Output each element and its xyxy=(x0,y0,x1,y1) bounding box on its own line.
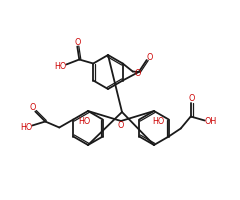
Text: O: O xyxy=(189,94,195,103)
Text: O: O xyxy=(74,38,80,47)
Text: O: O xyxy=(147,52,153,62)
Text: O: O xyxy=(118,121,124,130)
Text: HO: HO xyxy=(78,116,90,126)
Text: HO: HO xyxy=(20,123,32,132)
Text: O: O xyxy=(135,69,141,78)
Text: O: O xyxy=(29,103,36,112)
Text: HO: HO xyxy=(54,62,66,71)
Text: HO: HO xyxy=(152,116,164,126)
Text: OH: OH xyxy=(204,117,217,126)
